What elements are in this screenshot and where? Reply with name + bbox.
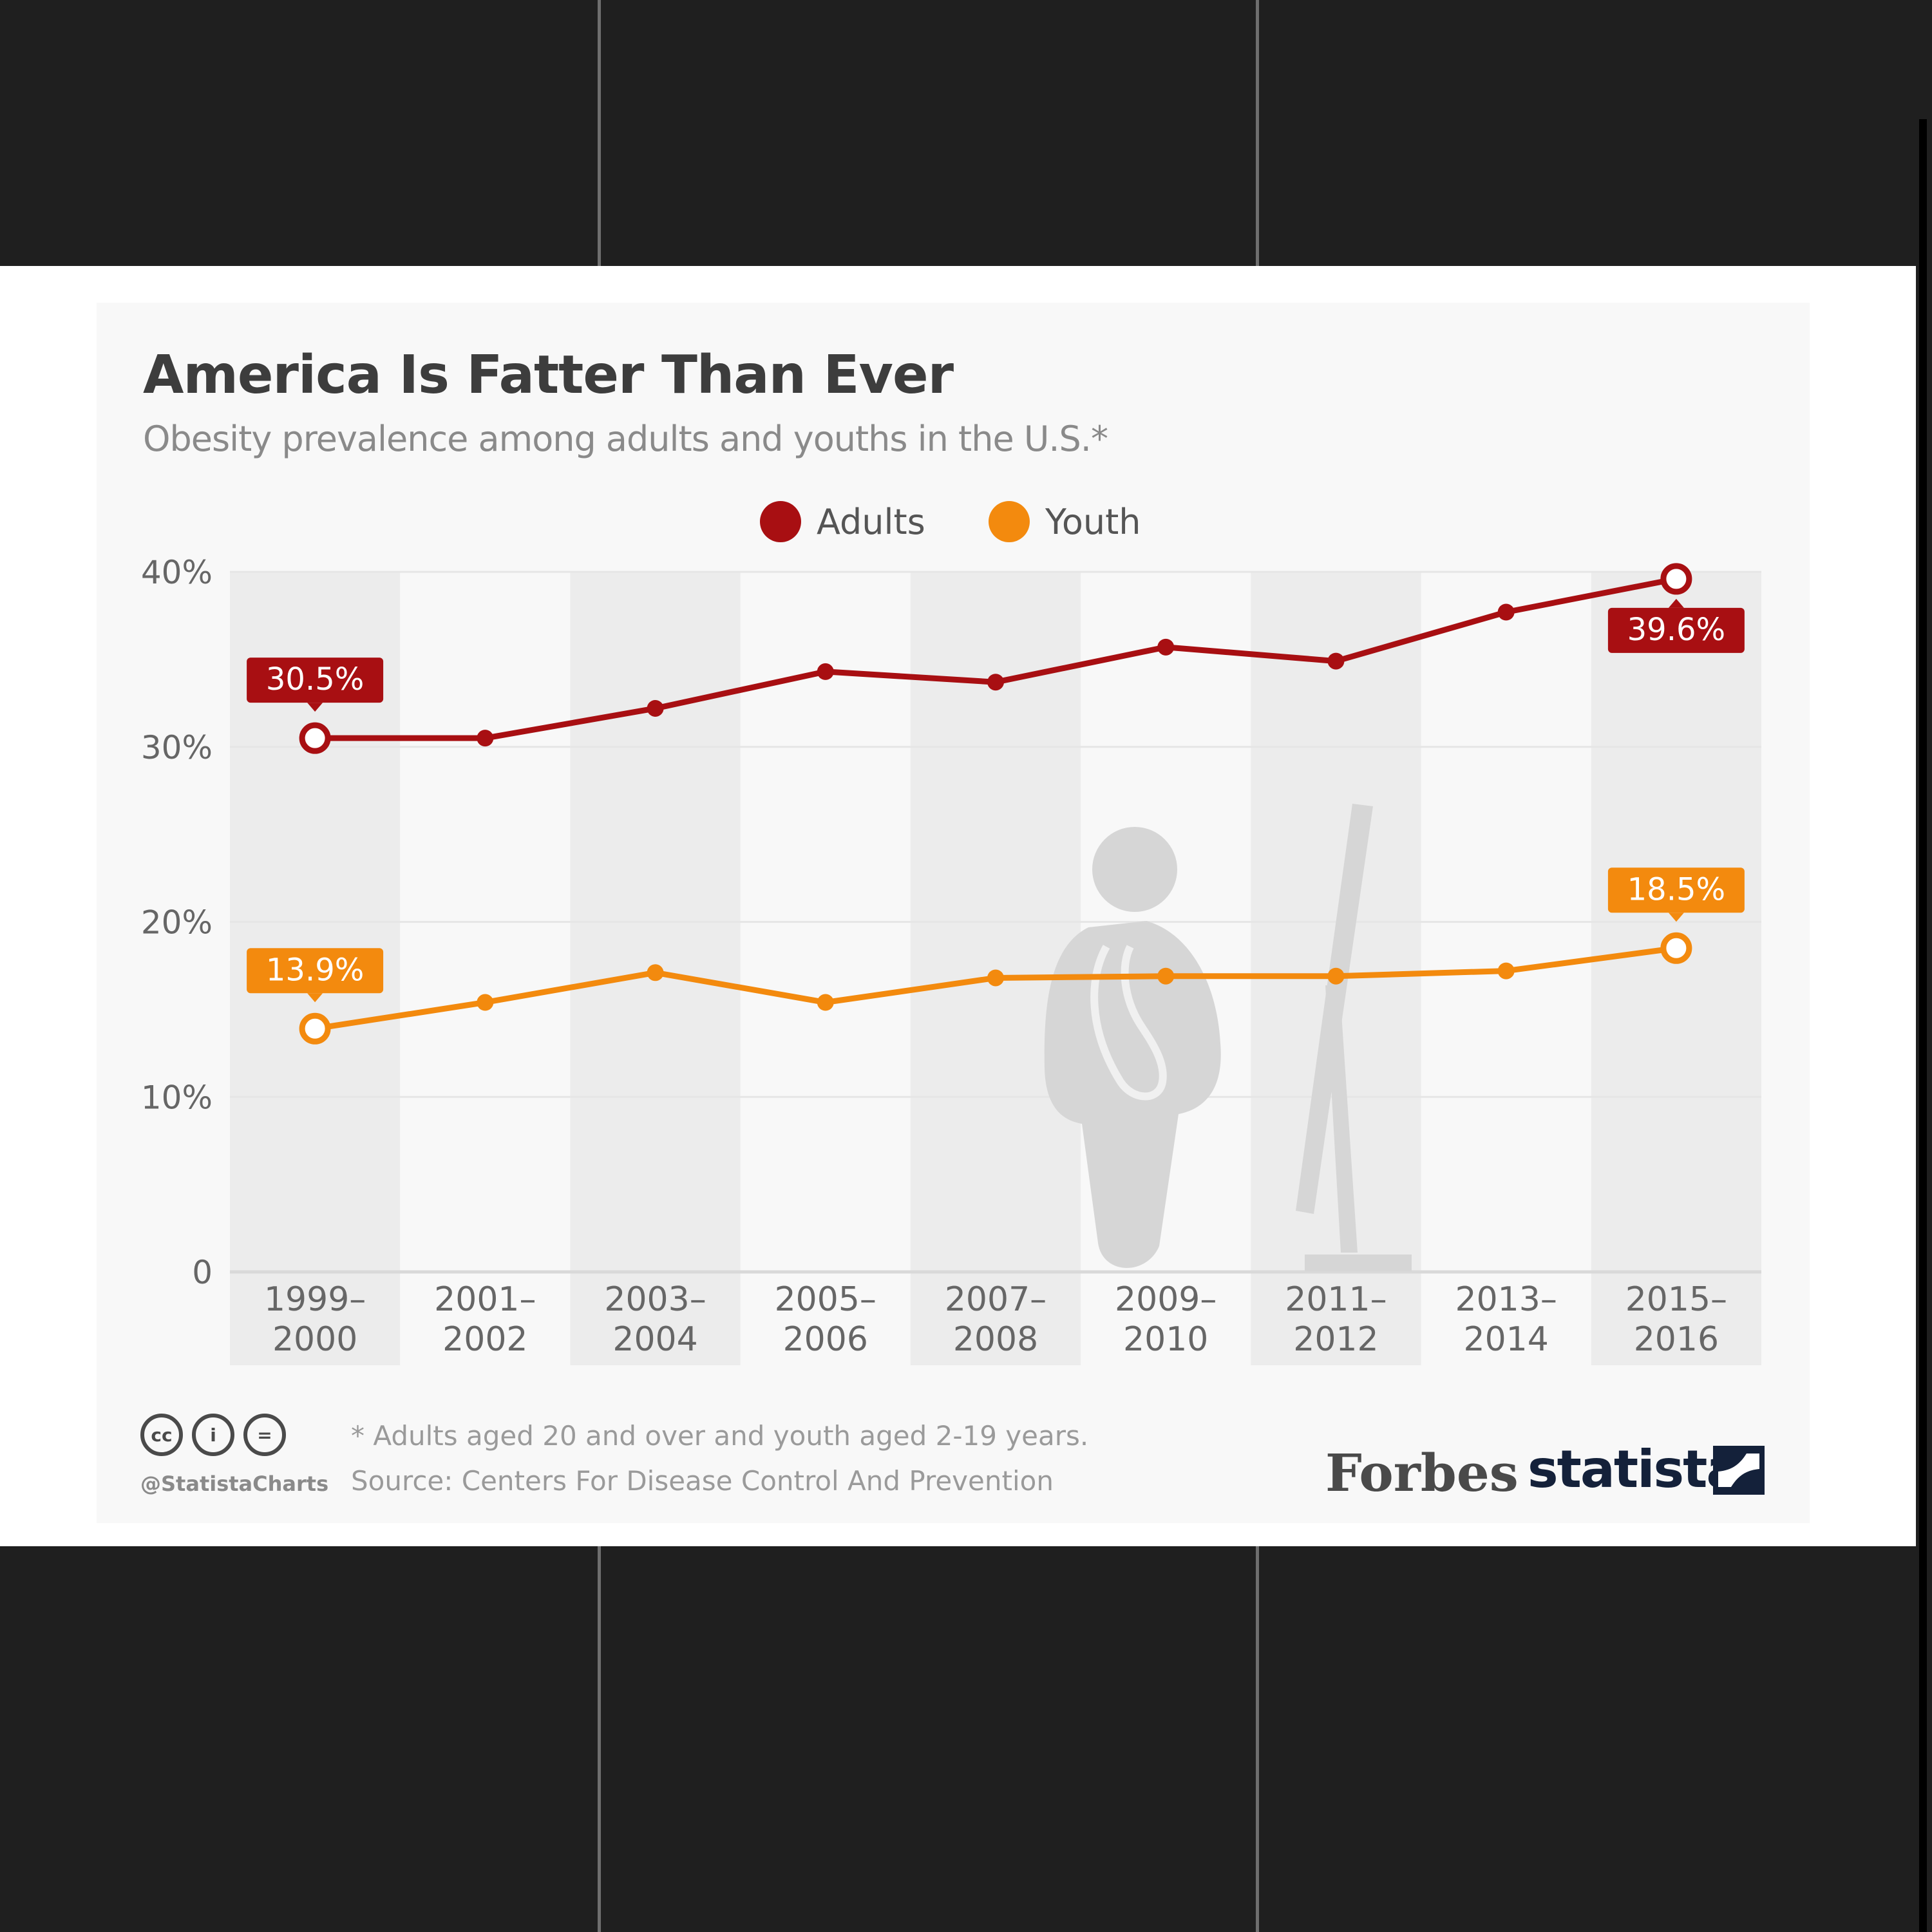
data-point xyxy=(1327,652,1345,670)
legend-item-adults: Adults xyxy=(760,499,925,544)
x-tick-label: 2010 xyxy=(1123,1320,1208,1359)
scale-illustration-icon xyxy=(1296,804,1412,1271)
x-tick-label: 2011– xyxy=(1285,1280,1387,1319)
data-point xyxy=(987,969,1004,987)
y-tick-label: 20% xyxy=(141,904,213,942)
data-point xyxy=(1497,603,1515,621)
data-point xyxy=(817,663,834,680)
data-label-pointer xyxy=(307,703,323,712)
x-tick-label: 2006 xyxy=(783,1320,868,1359)
data-label-text: 39.6% xyxy=(1627,612,1725,648)
data-point xyxy=(299,722,331,754)
y-tick-label: 10% xyxy=(141,1079,213,1116)
frame-edge-right xyxy=(1919,119,1927,1932)
x-tick-label: 2012 xyxy=(1293,1320,1378,1359)
x-tick-label: 2005– xyxy=(775,1280,876,1319)
footnote: * Adults aged 20 and over and youth aged… xyxy=(351,1420,1089,1452)
data-point xyxy=(1157,967,1175,985)
y-tick-label: 40% xyxy=(141,554,213,591)
category-band xyxy=(1591,572,1761,1365)
no-derivatives-icon: = xyxy=(243,1414,286,1456)
x-tick-label: 2013– xyxy=(1455,1280,1557,1319)
category-band xyxy=(910,572,1081,1365)
data-label-text: 13.9% xyxy=(266,952,364,988)
data-point xyxy=(987,674,1004,691)
data-label-box xyxy=(1607,607,1745,653)
data-point xyxy=(1660,932,1692,964)
obese-person-illustration-icon xyxy=(1044,827,1221,1268)
data-point xyxy=(477,730,494,747)
source-note: Source: Centers For Disease Control And … xyxy=(351,1465,1054,1497)
x-tick-label: 2002 xyxy=(442,1320,527,1359)
statista-logo: statista xyxy=(1528,1439,1741,1499)
x-tick-label: 2008 xyxy=(953,1320,1038,1359)
data-point xyxy=(477,994,494,1011)
legend-item-youth: Youth xyxy=(989,499,1141,544)
license-icons: cc i = xyxy=(140,1414,286,1456)
data-label: 30.5% xyxy=(247,658,384,712)
statista-handle: @StatistaCharts xyxy=(140,1472,329,1496)
forbes-logo: Forbes xyxy=(1325,1443,1519,1503)
x-tick-label: 2001– xyxy=(434,1280,536,1319)
x-tick-label: 2007– xyxy=(945,1280,1046,1319)
statista-mark-icon xyxy=(1713,1446,1765,1495)
data-point xyxy=(1497,962,1515,980)
data-point xyxy=(647,964,664,981)
data-point xyxy=(1327,967,1345,985)
x-tick-label: 2016 xyxy=(1634,1320,1719,1359)
data-label-box xyxy=(247,658,384,703)
legend-label-adults: Adults xyxy=(817,501,925,542)
chart-subtitle: Obesity prevalence among adults and yout… xyxy=(143,419,1108,459)
x-tick-label: 2014 xyxy=(1463,1320,1548,1359)
data-label-box xyxy=(247,948,384,994)
y-tick-label: 30% xyxy=(141,729,213,766)
cc-icon: cc xyxy=(140,1414,183,1456)
legend-dot-youth-icon xyxy=(989,501,1030,542)
x-tick-label: 2009– xyxy=(1115,1280,1217,1319)
chart-title: America Is Fatter Than Ever xyxy=(143,345,954,406)
data-label: 18.5% xyxy=(1607,867,1745,922)
data-label-pointer xyxy=(1668,598,1684,608)
data-label-text: 18.5% xyxy=(1627,871,1725,907)
data-label: 39.6% xyxy=(1607,598,1745,653)
data-point xyxy=(817,994,834,1011)
x-tick-label: 2015– xyxy=(1625,1280,1727,1319)
data-point xyxy=(1157,638,1175,656)
data-point xyxy=(299,1012,331,1045)
data-label-text: 30.5% xyxy=(266,661,364,697)
data-point xyxy=(1660,563,1692,595)
attribution-icon: i xyxy=(192,1414,234,1456)
data-label-box xyxy=(1607,867,1745,913)
data-label: 13.9% xyxy=(247,948,384,1003)
x-tick-label: 1999– xyxy=(264,1280,366,1319)
legend-dot-adults-icon xyxy=(760,501,801,542)
data-label-pointer xyxy=(307,993,323,1003)
legend-label-youth: Youth xyxy=(1045,501,1141,542)
x-tick-label: 2003– xyxy=(604,1280,706,1319)
data-label-pointer xyxy=(1668,913,1684,922)
x-tick-label: 2000 xyxy=(272,1320,357,1359)
data-point xyxy=(647,699,664,717)
y-tick-label: 0 xyxy=(192,1254,213,1291)
x-tick-label: 2004 xyxy=(612,1320,697,1359)
